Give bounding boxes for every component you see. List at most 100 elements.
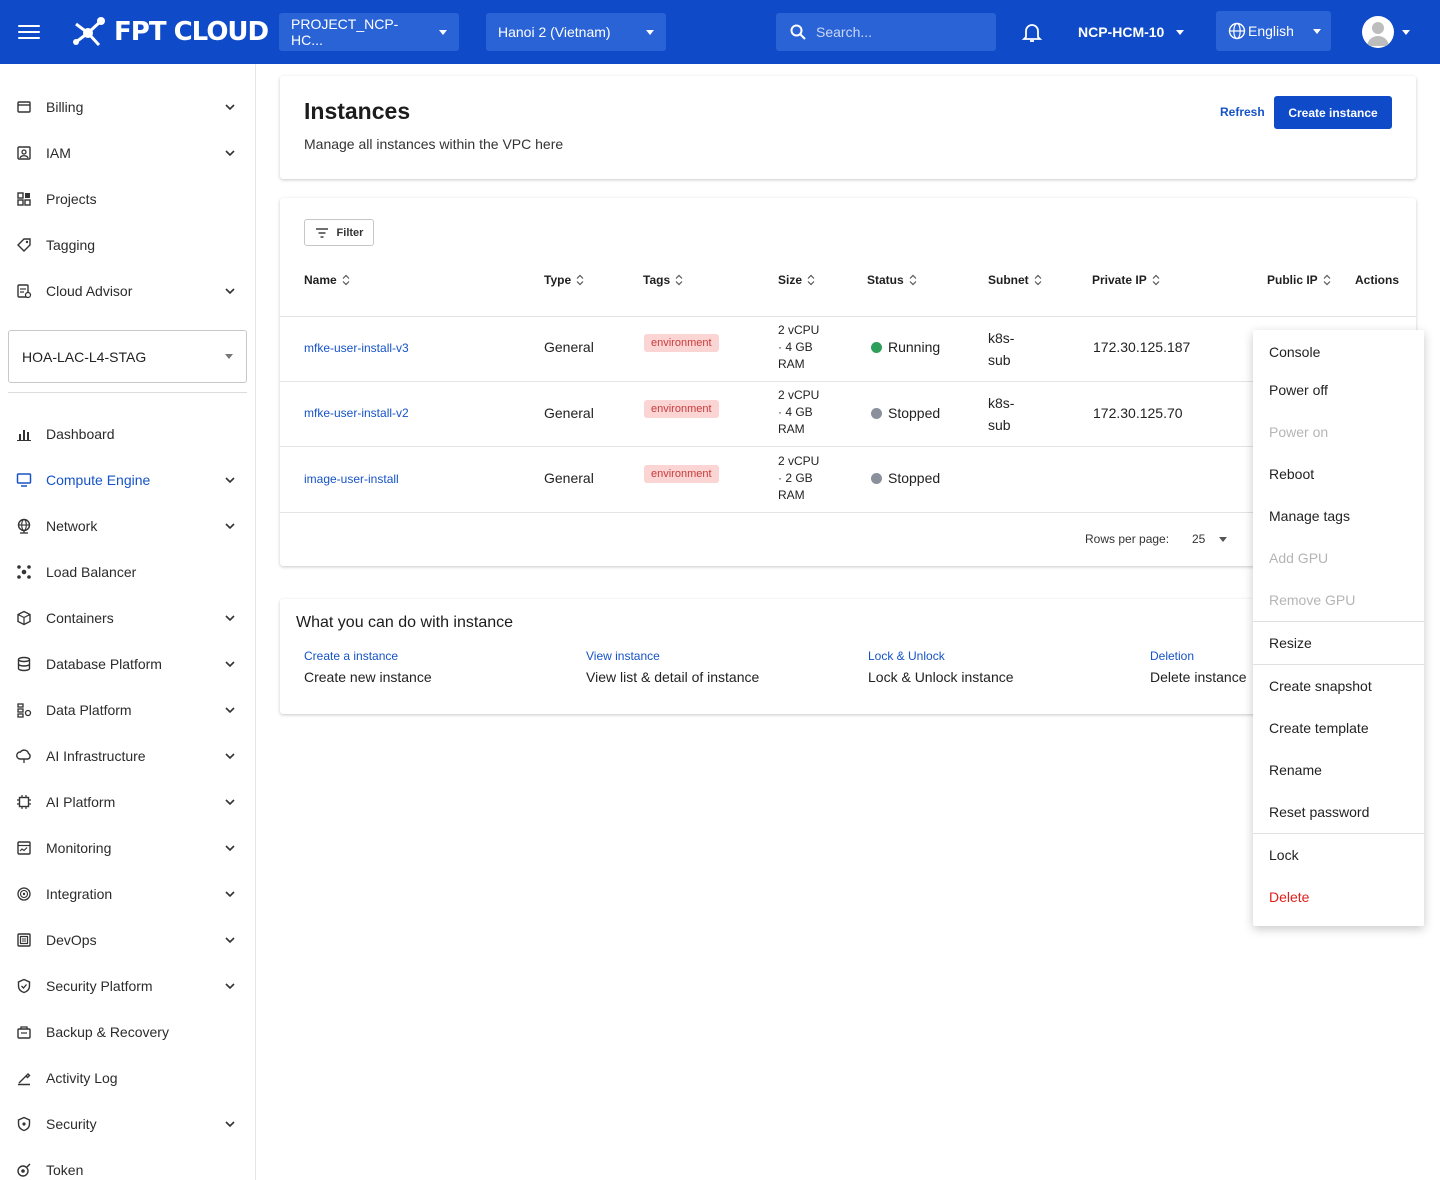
rows-per-page-select[interactable]: 25: [1192, 532, 1228, 546]
sidebar-item-security[interactable]: Security: [0, 1101, 256, 1147]
instance-actions-menu: Console Power off Power on Reboot Manage…: [1253, 330, 1424, 926]
monitor-icon: [15, 471, 33, 489]
filter-button[interactable]: Filter: [304, 219, 374, 246]
tile-desc: Delete instance: [1150, 669, 1247, 685]
sort-icon: [1034, 274, 1042, 286]
menu-item-console[interactable]: Console: [1269, 344, 1321, 360]
menu-item-create-snapshot[interactable]: Create snapshot: [1269, 678, 1372, 694]
region-select[interactable]: Hanoi 2 (Vietnam): [486, 13, 666, 51]
page-title: Instances: [304, 98, 411, 124]
chevron-down-icon: [225, 661, 235, 668]
sidebar-item-compute-engine[interactable]: Compute Engine: [0, 457, 256, 503]
sidebar-item-containers[interactable]: Containers: [0, 595, 256, 641]
sidebar-item-tagging[interactable]: Tagging: [0, 222, 256, 268]
sidebar-item-iam[interactable]: IAM: [0, 130, 256, 176]
sidebar-item-token[interactable]: Token: [0, 1147, 256, 1180]
menu-item-manage-tags[interactable]: Manage tags: [1269, 508, 1350, 524]
column-header-name[interactable]: Name: [304, 273, 350, 287]
tile-link-view[interactable]: View instance: [586, 649, 660, 663]
sidebar-item-label: Activity Log: [46, 1070, 118, 1086]
sidebar-item-devops[interactable]: DevOps: [0, 917, 256, 963]
instance-name-link[interactable]: image-user-install: [304, 472, 399, 486]
tag-badge[interactable]: environment: [644, 334, 719, 352]
sidebar-item-label: Load Balancer: [46, 564, 137, 580]
avatar[interactable]: [1362, 16, 1394, 48]
sidebar-item-label: Security: [46, 1116, 97, 1132]
menu-item-delete[interactable]: Delete: [1269, 889, 1310, 905]
instance-name-link[interactable]: mfke-user-install-v3: [304, 341, 409, 355]
menu-item-reset-password[interactable]: Reset password: [1269, 804, 1370, 820]
sidebar-item-billing[interactable]: Billing: [0, 84, 256, 130]
region-select-value: Hanoi 2 (Vietnam): [498, 24, 611, 40]
table-row[interactable]: image-user-install General environment 2…: [280, 446, 1416, 512]
language-select[interactable]: English: [1216, 11, 1331, 51]
chevron-down-icon: [646, 29, 654, 35]
sidebar-item-load-balancer[interactable]: Load Balancer: [0, 549, 256, 595]
menu-item-power-off[interactable]: Power off: [1269, 382, 1328, 398]
cloud-advisor-icon: [15, 282, 33, 300]
column-header-public-ip[interactable]: Public IP: [1267, 273, 1331, 287]
column-header-status[interactable]: Status: [867, 273, 917, 287]
project-select[interactable]: PROJECT_NCP-HC...: [279, 13, 459, 51]
sidebar-item-cloud-advisor[interactable]: Cloud Advisor: [0, 268, 256, 314]
network-icon: [15, 517, 33, 535]
instance-name-link[interactable]: mfke-user-install-v2: [304, 406, 409, 420]
menu-divider: [1253, 833, 1424, 834]
sidebar-item-ai-infrastructure[interactable]: AI Infrastructure: [0, 733, 256, 779]
chevron-down-icon: [225, 150, 235, 157]
chevron-down-icon: [1176, 29, 1185, 35]
status-badge: Stopped: [871, 470, 940, 486]
menu-item-rename[interactable]: Rename: [1269, 762, 1322, 778]
project-select-value: PROJECT_NCP-HC...: [291, 16, 399, 48]
column-header-private-ip[interactable]: Private IP: [1092, 273, 1160, 287]
chevron-down-icon: [1402, 29, 1410, 35]
sidebar-item-projects[interactable]: Projects: [0, 176, 256, 222]
logo-icon: [73, 17, 105, 47]
chevron-down-icon: [225, 477, 235, 484]
sidebar-item-activity-log[interactable]: Activity Log: [0, 1055, 256, 1101]
table-row[interactable]: mfke-user-install-v3 General environment…: [280, 316, 1416, 381]
org-name: NCP-HCM-10: [1078, 24, 1165, 40]
tile-link-lock[interactable]: Lock & Unlock: [868, 649, 945, 663]
column-header-subnet[interactable]: Subnet: [988, 273, 1042, 287]
bell-icon[interactable]: [1020, 20, 1044, 44]
tile-link-deletion[interactable]: Deletion: [1150, 649, 1195, 663]
sidebar-item-security-platform[interactable]: Security Platform: [0, 963, 256, 1009]
menu-item-reboot[interactable]: Reboot: [1269, 466, 1315, 482]
table-row[interactable]: mfke-user-install-v2 General environment…: [280, 381, 1416, 446]
sidebar-item-label: AI Platform: [46, 794, 116, 810]
instance-subnet: k8s-sub: [988, 330, 1015, 368]
refresh-button[interactable]: Refresh: [1220, 105, 1265, 119]
sidebar-item-label: Token: [46, 1162, 84, 1178]
organization-select[interactable]: HOA-LAC-L4-STAG: [8, 330, 247, 383]
tile-desc: View list & detail of instance: [586, 669, 760, 685]
menu-divider: [1253, 621, 1424, 622]
logo[interactable]: FPT CLOUD: [70, 14, 269, 50]
tile-link-create[interactable]: Create a instance: [304, 649, 399, 663]
sort-icon: [675, 274, 683, 286]
search-input[interactable]: Search...: [776, 13, 996, 51]
tag-badge[interactable]: environment: [644, 465, 719, 483]
column-header-type[interactable]: Type: [544, 273, 584, 287]
sidebar-item-ai-platform[interactable]: AI Platform: [0, 779, 256, 825]
create-instance-button[interactable]: Create instance: [1274, 96, 1392, 129]
org-switcher[interactable]: NCP-HCM-10: [1078, 20, 1185, 44]
sidebar-item-backup-recovery[interactable]: Backup & Recovery: [0, 1009, 256, 1055]
menu-item-create-template[interactable]: Create template: [1269, 720, 1369, 736]
tiles-title: What you can do with instance: [296, 614, 514, 631]
hamburger-menu-icon[interactable]: [18, 20, 40, 44]
menu-item-lock[interactable]: Lock: [1269, 847, 1299, 863]
sidebar-item-network[interactable]: Network: [0, 503, 256, 549]
column-header-size[interactable]: Size: [778, 273, 815, 287]
column-header-tags[interactable]: Tags: [643, 273, 683, 287]
menu-item-resize[interactable]: Resize: [1269, 635, 1312, 651]
tag-badge[interactable]: environment: [644, 400, 719, 418]
sidebar-item-database-platform[interactable]: Database Platform: [0, 641, 256, 687]
sidebar-item-dashboard[interactable]: Dashboard: [0, 411, 256, 457]
sidebar-item-data-platform[interactable]: Data Platform: [0, 687, 256, 733]
user-menu[interactable]: [1362, 16, 1410, 48]
sidebar-item-monitoring[interactable]: Monitoring: [0, 825, 256, 871]
sidebar-item-label: Monitoring: [46, 840, 112, 856]
rows-per-page-value: 25: [1192, 532, 1206, 546]
sidebar-item-integration[interactable]: Integration: [0, 871, 256, 917]
